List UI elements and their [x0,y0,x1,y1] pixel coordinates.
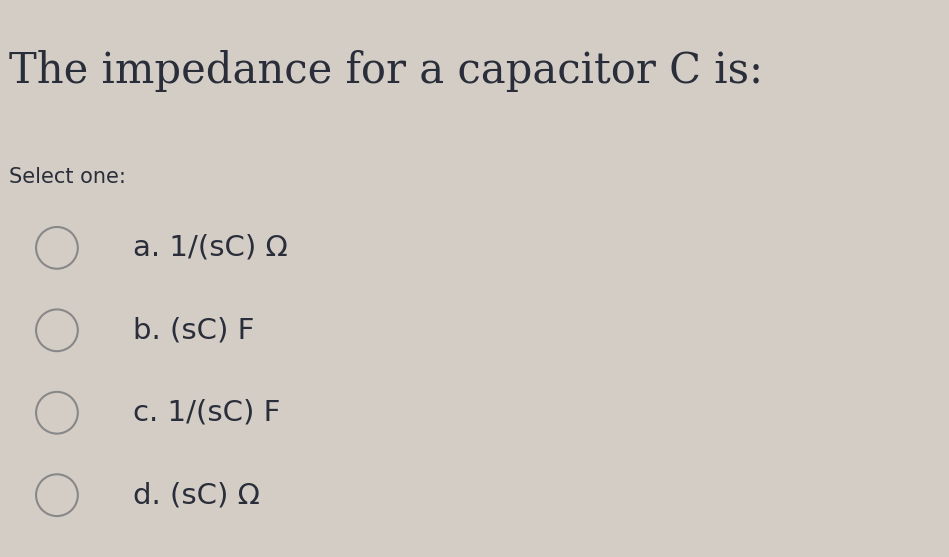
Text: Select one:: Select one: [9,167,126,187]
Text: a. 1/(sC) Ω: a. 1/(sC) Ω [133,234,288,262]
Text: c. 1/(sC) F: c. 1/(sC) F [133,399,280,427]
Text: d. (sC) Ω: d. (sC) Ω [133,481,260,509]
Text: The impedance for a capacitor C is:: The impedance for a capacitor C is: [9,50,764,92]
Text: b. (sC) F: b. (sC) F [133,316,254,344]
